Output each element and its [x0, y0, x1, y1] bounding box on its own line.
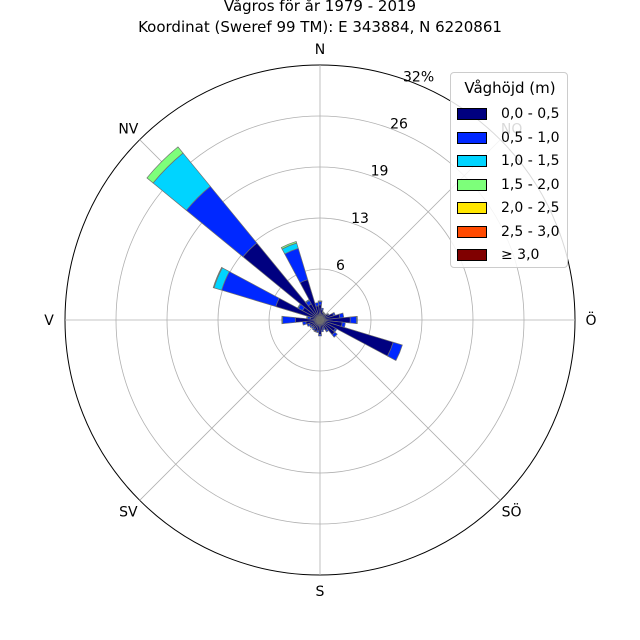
rose-bar-segment: [280, 241, 298, 250]
rose-bar-segment: [349, 316, 358, 324]
rose-bar-segment: [338, 312, 345, 319]
legend-swatch: [457, 131, 487, 144]
radial-tick-label: 6: [336, 258, 345, 274]
direction-label-v: V: [44, 313, 54, 329]
legend: Våghöjd (m) 0,0 - 0,5 0,5 - 1,0 1,0 - 1,5 1…: [450, 72, 568, 268]
radial-tick-label: 19: [371, 164, 389, 180]
rose-bar-segment: [325, 328, 330, 333]
rose-bar-segment: [331, 331, 338, 338]
grid-spoke: [319, 319, 501, 501]
direction-label-s: S: [316, 584, 325, 600]
radial-tick-labels: 6 13 19 26 32%: [336, 69, 434, 273]
legend-item: 1,5 - 2,0: [457, 176, 567, 194]
rose-bar-segment: [284, 247, 309, 284]
rose-bar-segment: [313, 330, 317, 333]
radial-tick-label: 26: [390, 117, 408, 133]
legend-swatch: [457, 202, 487, 214]
direction-label-o: Ö: [585, 311, 596, 329]
rose-bar-segment: [314, 302, 319, 307]
legend-item: 2,0 - 2,5: [457, 199, 567, 217]
legend-label: 0,5 - 1,0: [501, 129, 560, 146]
rose-bar-segment: [317, 300, 323, 303]
legend-label: 2,5 - 3,0: [501, 223, 560, 240]
legend-swatch: [457, 155, 487, 167]
rose-bar-segment: [212, 266, 223, 289]
rose-bar-segment: [320, 307, 324, 311]
rose-bar-segment: [146, 146, 184, 184]
legend-item: 0,0 - 0,5: [457, 105, 567, 123]
radial-tick-label: 32%: [403, 69, 434, 85]
legend-swatch: [457, 108, 487, 120]
legend-label: 1,5 - 2,0: [501, 176, 560, 193]
rose-bar-segment: [282, 315, 296, 325]
rose-bar-segment: [386, 341, 403, 362]
rose-bar-segment: [318, 333, 322, 337]
legend-label: 2,0 - 2,5: [501, 200, 560, 216]
direction-label-nv: NV: [118, 121, 138, 137]
chart-title: Vågros för år 1979 - 2019: [223, 0, 417, 15]
legend-item: 2,5 - 3,0: [457, 223, 567, 241]
direction-label-n: N: [315, 42, 325, 58]
grid-spoke: [139, 319, 321, 501]
legend-label: 0,0 - 0,5: [501, 106, 560, 122]
legend-item: 1,0 - 1,5: [457, 152, 567, 170]
rose-bars: [146, 146, 403, 362]
rose-bar-segment: [281, 315, 284, 325]
direction-label-sv: SV: [119, 505, 138, 521]
legend-label: ≥ 3,0: [501, 247, 540, 263]
legend-item: 0,5 - 1,0: [457, 129, 567, 147]
legend-swatch: [457, 178, 487, 191]
rose-bar-segment: [356, 315, 358, 325]
direction-label-so: SÖ: [502, 503, 522, 521]
legend-label: 1,0 - 1,5: [501, 153, 560, 169]
legend-swatch: [457, 249, 487, 261]
radial-tick-label: 13: [351, 211, 369, 227]
legend-title: Våghöjd (m): [464, 79, 556, 97]
legend-swatch: [457, 225, 487, 238]
legend-item: ≥ 3,0: [457, 246, 567, 264]
chart-subtitle: Koordinat (Sweref 99 TM): E 343884, N 62…: [138, 18, 502, 36]
rose-bar-segment: [319, 319, 394, 357]
